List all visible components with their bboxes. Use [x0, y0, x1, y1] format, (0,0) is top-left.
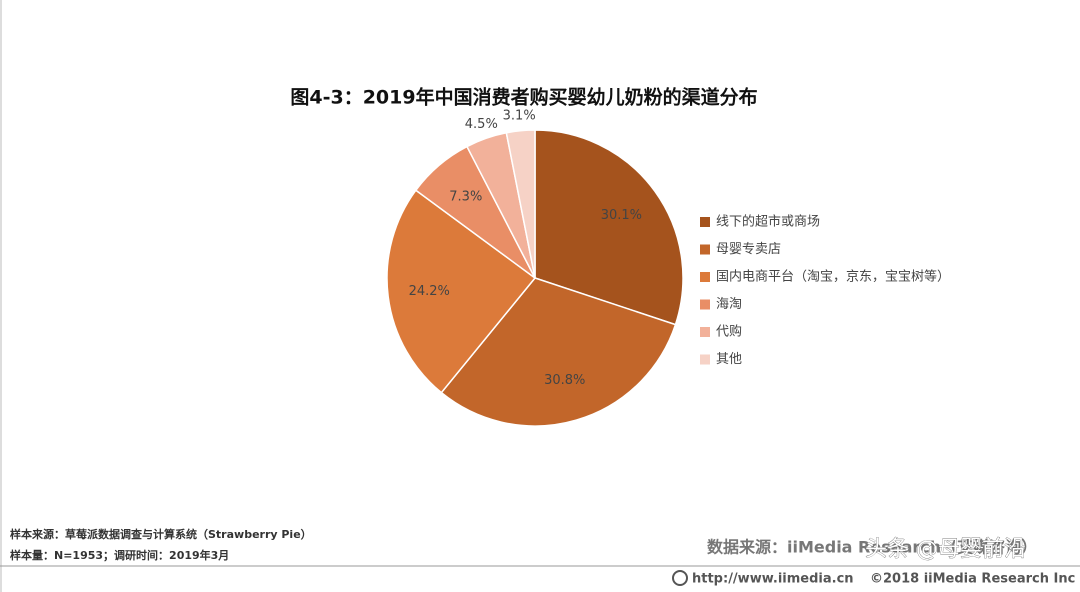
legend-label: 母婴专卖店	[716, 242, 781, 257]
legend-swatch	[700, 217, 710, 227]
legend-label: 其他	[716, 352, 742, 367]
sample-size: 样本量：N=1953；调研时间：2019年3月	[10, 548, 229, 562]
value-label: 30.1%	[601, 208, 642, 223]
pie-slice	[534, 129, 684, 326]
pie-slice	[505, 129, 536, 279]
legend-swatch	[700, 299, 710, 310]
legend-swatch	[700, 272, 710, 282]
legend-label: 代购	[716, 324, 742, 340]
url: http://www.iimedia.cn	[692, 572, 854, 587]
legend-label: 国内电商平台（淘宝，京东，宝宝树等）	[716, 269, 950, 285]
value-label: 3.1%	[503, 108, 536, 123]
legend-swatch	[700, 354, 710, 365]
chart-title: 图4-3：2019年中国消费者购买婴幼儿奶粉的渠道分布	[290, 86, 757, 109]
copyright: ©2018 iiMedia Research Inc	[870, 572, 1075, 587]
pie-slice	[386, 189, 537, 394]
value-label: 4.5%	[465, 117, 498, 132]
pie-slice	[440, 277, 677, 427]
value-label: 30.8%	[544, 373, 585, 388]
value-label: 7.3%	[449, 189, 482, 204]
legend-label: 海淘	[716, 297, 742, 312]
globe-icon	[672, 570, 688, 586]
data-source: 数据来源：iiMedia Research（艾媒咨询）	[707, 538, 1037, 557]
sample-source: 样本来源：草莓派数据调查与计算系统（Strawberry Pie）	[10, 527, 312, 541]
legend-label: 线下的超市或商场	[716, 214, 820, 230]
legend-swatch	[700, 327, 710, 337]
watermark: 头条 @母婴前沿	[865, 537, 1026, 562]
legend-swatch	[700, 244, 710, 255]
value-label: 24.2%	[409, 284, 450, 299]
